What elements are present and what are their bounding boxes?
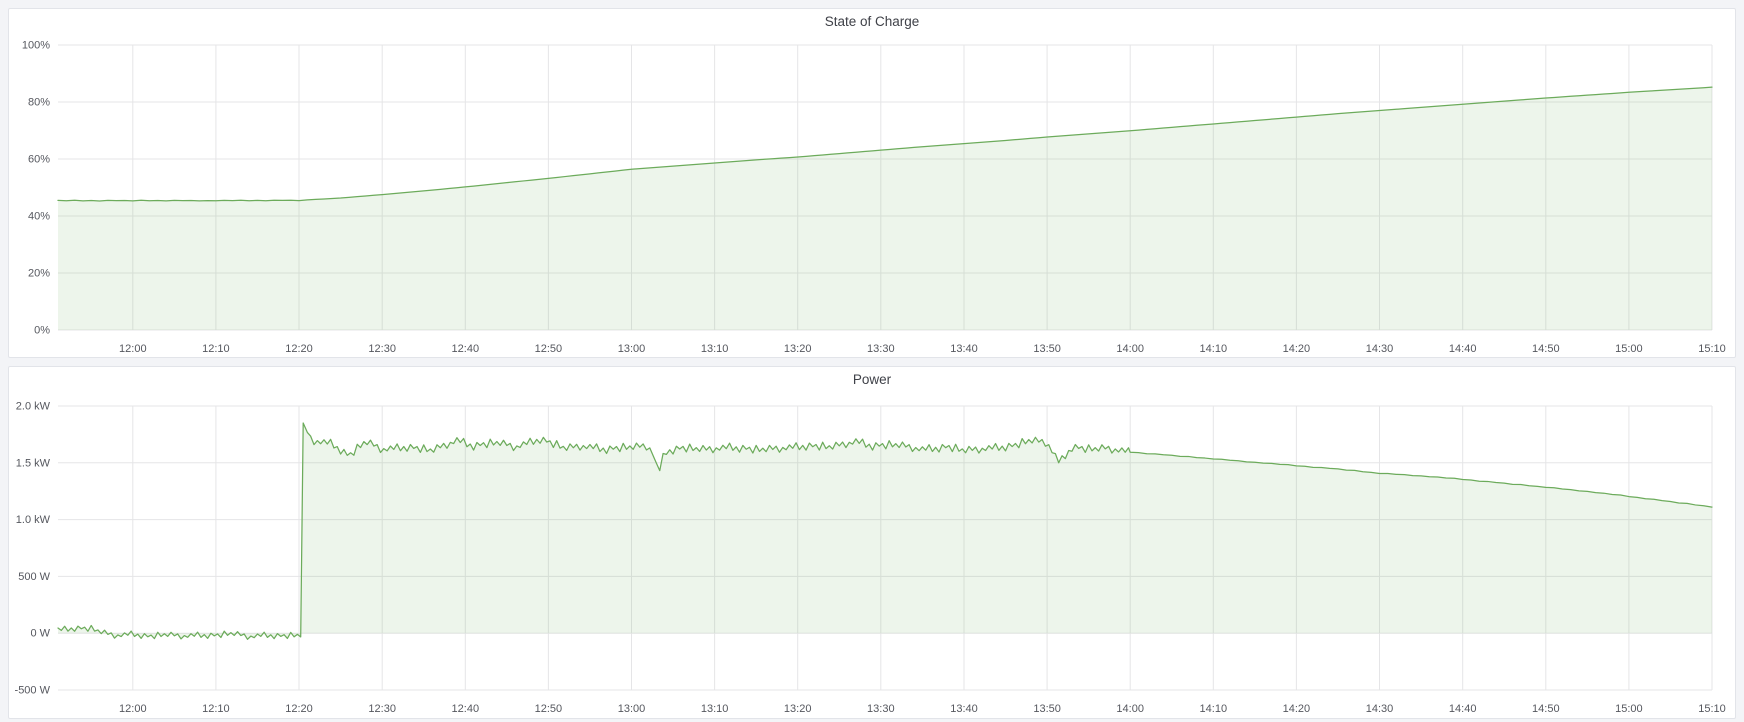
svg-text:-500 W: -500 W <box>15 685 51 697</box>
svg-text:13:40: 13:40 <box>950 343 978 355</box>
svg-text:2.0 kW: 2.0 kW <box>16 401 51 413</box>
svg-text:14:00: 14:00 <box>1116 343 1144 355</box>
svg-text:12:20: 12:20 <box>285 343 313 355</box>
svg-text:14:50: 14:50 <box>1532 703 1560 715</box>
state-of-charge-chart-canvas[interactable]: 100% 80% 60% 40% 20% 0% 12:00 12:10 12:20 12:30 12… <box>9 9 1735 357</box>
svg-text:12:50: 12:50 <box>535 343 563 355</box>
svg-text:12:30: 12:30 <box>368 343 396 355</box>
svg-text:500 W: 500 W <box>18 571 50 583</box>
svg-text:13:30: 13:30 <box>867 343 895 355</box>
power-panel-title[interactable]: Power <box>852 372 892 387</box>
svg-text:13:50: 13:50 <box>1033 703 1061 715</box>
svg-text:12:00: 12:00 <box>119 703 147 715</box>
svg-text:13:20: 13:20 <box>784 703 812 715</box>
svg-text:14:30: 14:30 <box>1366 703 1394 715</box>
svg-text:14:50: 14:50 <box>1532 343 1560 355</box>
svg-text:13:00: 13:00 <box>618 343 646 355</box>
svg-text:15:10: 15:10 <box>1698 703 1726 715</box>
svg-text:12:20: 12:20 <box>285 703 313 715</box>
svg-text:13:10: 13:10 <box>701 343 729 355</box>
svg-text:13:40: 13:40 <box>950 703 978 715</box>
svg-text:13:10: 13:10 <box>701 703 729 715</box>
svg-text:13:30: 13:30 <box>867 703 895 715</box>
state-of-charge-panel: State of Charge 100% 80% 60% 40% 20% 0% 12:00 1… <box>8 8 1736 358</box>
svg-text:13:20: 13:20 <box>784 343 812 355</box>
svg-text:15:10: 15:10 <box>1698 343 1726 355</box>
svg-text:100%: 100% <box>22 40 50 52</box>
svg-text:12:30: 12:30 <box>368 703 396 715</box>
svg-text:14:20: 14:20 <box>1283 703 1311 715</box>
svg-text:15:00: 15:00 <box>1615 703 1643 715</box>
state-of-charge-panel-title[interactable]: State of Charge <box>824 14 920 29</box>
svg-text:12:40: 12:40 <box>452 343 480 355</box>
svg-text:14:30: 14:30 <box>1366 343 1394 355</box>
svg-text:12:50: 12:50 <box>535 703 563 715</box>
power-chart-canvas[interactable]: 2.0 kW 1.5 kW 1.0 kW 500 W 0 W -500 W 12:00 12:… <box>9 367 1735 718</box>
svg-text:40%: 40% <box>28 211 50 223</box>
power-panel: Power 2.0 kW 1.5 kW 1.0 kW 500 W 0 W -500 W 12… <box>8 366 1736 719</box>
svg-text:1.5 kW: 1.5 kW <box>16 457 51 469</box>
svg-text:13:00: 13:00 <box>618 703 646 715</box>
svg-text:13:50: 13:50 <box>1033 343 1061 355</box>
svg-text:1.0 kW: 1.0 kW <box>16 514 51 526</box>
svg-text:20%: 20% <box>28 268 50 280</box>
svg-text:14:40: 14:40 <box>1449 343 1477 355</box>
svg-text:14:20: 14:20 <box>1283 343 1311 355</box>
svg-text:12:40: 12:40 <box>452 703 480 715</box>
svg-text:15:00: 15:00 <box>1615 343 1643 355</box>
svg-text:12:10: 12:10 <box>202 343 230 355</box>
svg-text:60%: 60% <box>28 154 50 166</box>
svg-text:0 W: 0 W <box>30 628 50 640</box>
svg-text:12:00: 12:00 <box>119 343 147 355</box>
svg-text:14:10: 14:10 <box>1200 703 1228 715</box>
svg-text:14:10: 14:10 <box>1200 343 1228 355</box>
svg-text:14:40: 14:40 <box>1449 703 1477 715</box>
svg-text:80%: 80% <box>28 97 50 109</box>
svg-text:12:10: 12:10 <box>202 703 230 715</box>
svg-text:0%: 0% <box>34 325 50 337</box>
svg-text:14:00: 14:00 <box>1116 703 1144 715</box>
